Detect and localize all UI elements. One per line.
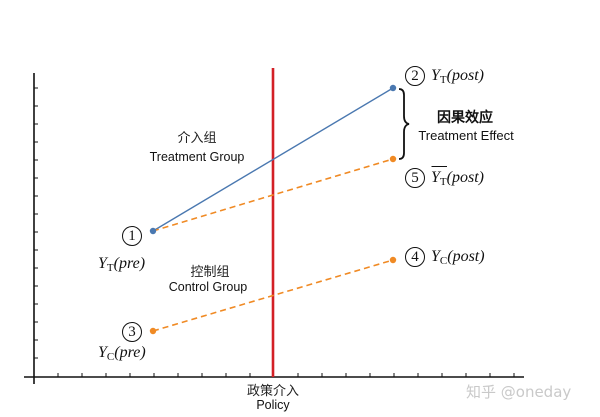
policy-label-zh: 政策介入 xyxy=(246,384,300,399)
treatment-effect-en: Treatment Effect xyxy=(418,128,514,143)
treatment-line xyxy=(152,87,394,232)
control-group-zh: 控制组 xyxy=(190,265,230,280)
counterfactual-line xyxy=(152,158,394,232)
point-1-marker xyxy=(149,227,157,235)
point-3-label: YC(pre) xyxy=(98,344,146,363)
treatment-group-en: Treatment Group xyxy=(149,150,245,164)
point-5-label: 5 YT(post) xyxy=(405,166,484,188)
point-1-label: YT(pre) xyxy=(98,255,146,274)
point-4-marker xyxy=(389,256,397,264)
y-axis-ticks xyxy=(34,87,38,359)
watermark: 知乎 @oneday xyxy=(466,383,572,401)
policy-label-en: Policy xyxy=(256,398,290,412)
point-4-label: 4 YC(post) xyxy=(405,247,485,267)
treatment-group-zh: 介入组 xyxy=(177,131,217,146)
point-5-marker xyxy=(389,155,397,163)
point-2-marker xyxy=(389,84,397,92)
control-group-en: Control Group xyxy=(168,280,248,294)
point-3-marker xyxy=(149,327,157,335)
point-1-number: 1 xyxy=(122,226,148,246)
effect-brace xyxy=(398,88,410,160)
point-3-number: 3 xyxy=(122,322,148,342)
point-2-label: 2 YT(post) xyxy=(405,66,484,86)
x-axis-ticks xyxy=(57,373,515,377)
control-line xyxy=(152,259,394,332)
treatment-effect-zh: 因果效应 xyxy=(437,110,493,126)
